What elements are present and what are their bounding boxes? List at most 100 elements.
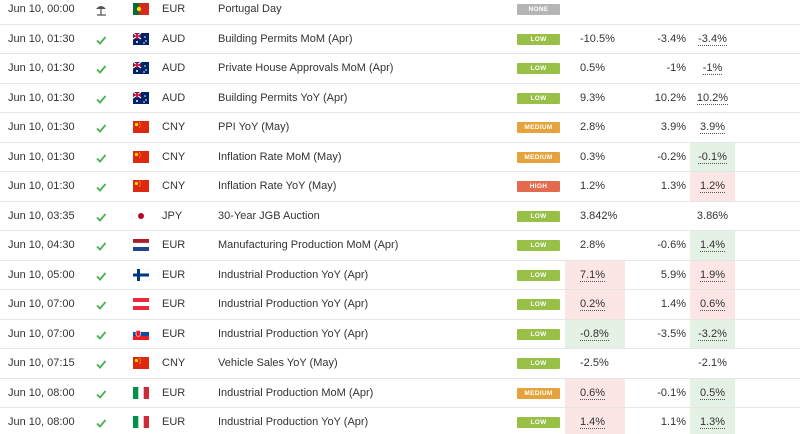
event-name: Industrial Production YoY (Apr) — [218, 268, 369, 281]
previous-value: -0.2% — [657, 150, 686, 163]
actual-value: 1.4% — [580, 416, 606, 429]
consensus: -1% — [690, 54, 735, 83]
event-time: Jun 10, 04:30 — [8, 239, 75, 251]
calendar-row: Jun 10, 01:30 AUD Building Permits YoY (Ap… — [0, 84, 800, 113]
calendar-row: Jun 10, 01:30 CNY PPI YoY (May) MEDIUM 2.8% 3… — [0, 113, 800, 143]
consensus-value: 0.5% — [699, 386, 726, 400]
actual-value: 1.2% — [580, 180, 606, 192]
country-flag — [133, 209, 149, 222]
check-icon — [96, 124, 107, 133]
event-time: Jun 10, 03:35 — [8, 209, 75, 222]
actual: 7.1% — [565, 260, 625, 289]
currency: EUR — [162, 3, 186, 15]
impact-badge: MEDIUM — [517, 387, 560, 399]
consensus: 1.4% — [690, 231, 735, 260]
currency: EUR — [162, 327, 186, 340]
country-flag — [133, 32, 149, 45]
consensus-value: 1.4% — [699, 239, 726, 252]
previous-value: 1.4% — [660, 298, 686, 310]
event-time: Jun 10, 01:30 — [8, 121, 75, 133]
impact-badge: LOW — [517, 358, 560, 369]
impact-badge: LOW — [517, 328, 560, 340]
event-time: Jun 10, 07:00 — [8, 327, 75, 340]
consensus: 1.3% — [690, 408, 735, 434]
consensus-value: -2.1% — [698, 357, 727, 369]
actual: 0.6% — [565, 378, 625, 407]
consensus: 0.5% — [690, 378, 735, 407]
impact-badge: LOW — [517, 299, 560, 310]
country-flag — [133, 298, 149, 310]
country-flag — [133, 121, 149, 133]
event-time: Jun 10, 01:30 — [8, 32, 75, 45]
previous — [628, 349, 686, 378]
actual: -2.5% — [565, 349, 625, 378]
calendar-row: Jun 10, 05:00 EUR Industrial Production Yo… — [0, 260, 800, 290]
check-icon — [96, 242, 107, 251]
previous: -1% — [628, 54, 686, 83]
event-name: Industrial Production YoY (Apr) — [218, 298, 369, 310]
holiday-icon — [96, 6, 106, 16]
check-icon — [96, 389, 107, 399]
country-flag — [133, 91, 149, 104]
event-time: Jun 10, 07:00 — [8, 298, 75, 310]
actual — [565, 0, 625, 24]
country-flag — [133, 239, 149, 251]
previous: 3.9% — [628, 113, 686, 142]
actual: 2.8% — [565, 113, 625, 142]
actual: -10.5% — [565, 25, 625, 54]
event-name: Inflation Rate YoY (May) — [218, 180, 337, 192]
check-icon — [96, 419, 107, 428]
previous: -0.6% — [628, 231, 686, 260]
actual-value: 0.2% — [580, 298, 606, 311]
previous-value: 3.9% — [660, 121, 686, 133]
consensus: 1.9% — [690, 260, 735, 289]
currency: AUD — [162, 62, 186, 74]
consensus-value: -3.4% — [698, 32, 727, 46]
actual: 0.2% — [565, 290, 625, 319]
actual-value: 7.1% — [580, 268, 606, 282]
previous-value: 5.9% — [660, 268, 686, 281]
event-name: Private House Approvals MoM (Apr) — [218, 62, 394, 74]
impact-badge: LOW — [517, 92, 560, 104]
actual: 0.3% — [565, 143, 625, 172]
impact-badge: LOW — [517, 210, 560, 222]
consensus: 3.9% — [690, 113, 735, 142]
previous-value: -3.4% — [657, 32, 686, 45]
previous-value: -0.6% — [657, 239, 686, 251]
actual: -0.8% — [565, 319, 625, 348]
currency: EUR — [162, 268, 186, 281]
check-icon — [96, 271, 107, 281]
previous: -0.1% — [628, 379, 686, 408]
consensus-value: -1% — [702, 62, 723, 75]
country-flag — [133, 268, 149, 281]
check-icon — [96, 183, 107, 192]
consensus-value: -0.1% — [698, 150, 727, 164]
previous: 1.4% — [628, 290, 686, 319]
previous — [628, 202, 686, 231]
event-time: Jun 10, 01:30 — [8, 150, 75, 163]
consensus: 3.86% — [690, 202, 735, 231]
consensus: -0.1% — [690, 142, 735, 171]
event-name: Portugal Day — [218, 3, 282, 15]
calendar-row: Jun 10, 01:30 CNY Inflation Rate MoM (May)… — [0, 142, 800, 172]
country-flag — [133, 180, 149, 192]
event-time: Jun 10, 05:00 — [8, 268, 75, 281]
impact-badge: LOW — [517, 63, 560, 74]
actual-value: 9.3% — [580, 91, 606, 104]
calendar-row: Jun 10, 07:00 EUR Industrial Production Yo… — [0, 319, 800, 349]
country-flag — [133, 416, 149, 428]
impact-badge: NONE — [517, 4, 560, 15]
actual-value: 0.5% — [580, 62, 606, 74]
event-time: Jun 10, 00:00 — [8, 3, 75, 15]
event-name: Industrial Production YoY (Apr) — [218, 327, 369, 340]
country-flag — [133, 150, 149, 163]
impact-badge: MEDIUM — [517, 151, 560, 163]
actual-value: -2.5% — [580, 357, 609, 369]
calendar-row: Jun 10, 08:00 EUR Industrial Production Mo… — [0, 378, 800, 408]
check-icon — [96, 35, 107, 45]
previous-value: -3.5% — [657, 327, 686, 340]
event-name: Industrial Production YoY (Apr) — [218, 416, 369, 428]
calendar-row: Jun 10, 04:30 EUR Manufacturing Production… — [0, 231, 800, 261]
impact-badge: LOW — [517, 269, 560, 281]
actual-value: -0.8% — [580, 327, 609, 341]
